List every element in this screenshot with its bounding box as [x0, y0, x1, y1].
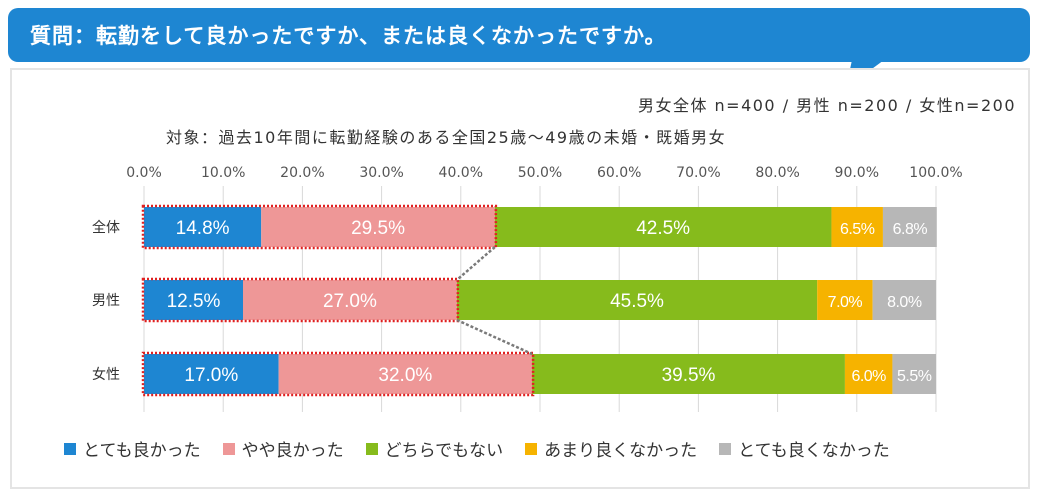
data-label: 7.0% — [828, 294, 863, 311]
legend-item: とても良くなかった — [719, 436, 890, 461]
question-text: 質問：転勤をして良かったですか、または良くなかったですか。 — [30, 24, 667, 48]
bar-segment — [494, 207, 832, 247]
bar-segment — [144, 207, 262, 247]
legend-label: やや良かった — [241, 441, 344, 461]
data-label: 6.0% — [851, 368, 886, 385]
bar-segment — [844, 354, 893, 394]
category-label: 男性 — [92, 293, 120, 309]
legend-swatch — [365, 442, 378, 455]
x-tick-label: 30.0% — [359, 165, 403, 181]
category-label: 全体 — [92, 219, 120, 236]
x-tick-label: 40.0% — [439, 165, 483, 181]
legend-swatch — [719, 442, 732, 455]
bar-segment — [261, 207, 495, 247]
connector-line — [456, 246, 496, 281]
bar-segment — [892, 354, 936, 394]
legend-label: どちらでもない — [384, 441, 504, 461]
chart-legend: とても良かった やや良かった どちらでもない あまり良くなかった とても良くなかった — [64, 436, 890, 461]
highlight-box — [141, 277, 460, 323]
bar-segment — [831, 207, 883, 247]
bar-segment — [882, 207, 937, 247]
x-tick-label: 10.0% — [201, 165, 245, 181]
bar-segment — [243, 280, 457, 320]
legend-item: やや良かった — [222, 436, 344, 461]
legend-swatch — [525, 442, 538, 455]
bar-segment — [144, 280, 243, 320]
data-label: 17.0% — [184, 365, 238, 386]
data-label: 42.5% — [636, 218, 690, 239]
x-tick-label: 100.0% — [909, 165, 962, 181]
data-label: 39.5% — [662, 365, 716, 386]
category-label: 女性 — [92, 366, 120, 383]
legend-swatch — [64, 442, 76, 455]
data-label: 6.5% — [840, 221, 875, 238]
x-tick-label: 60.0% — [597, 165, 641, 181]
data-label: 14.8% — [176, 218, 230, 239]
data-label: 32.0% — [378, 365, 432, 386]
connector-line — [456, 318, 533, 356]
data-label: 6.8% — [893, 221, 928, 238]
data-label: 27.0% — [323, 291, 377, 312]
legend-item: あまり良くなかった — [525, 436, 697, 461]
x-tick-label: 50.0% — [518, 165, 562, 181]
legend-label: とても良かった — [83, 441, 201, 461]
bar-segment — [872, 280, 936, 320]
legend-label: とても良くなかった — [738, 441, 890, 461]
highlight-box — [141, 204, 498, 250]
data-label: 12.5% — [167, 291, 221, 312]
data-label: 45.5% — [610, 291, 664, 312]
x-tick-label: 0.0% — [126, 165, 162, 181]
bar-segment — [817, 280, 873, 320]
bar-segment — [144, 354, 279, 394]
bar-segment — [532, 354, 845, 394]
bar-segment — [456, 280, 818, 320]
x-tick-label: 80.0% — [755, 165, 799, 181]
bar-segment — [278, 354, 533, 394]
sample-size-note: 男女全体 n=400 / 男性 n=200 / 女性n=200 — [637, 96, 1016, 115]
legend-item: どちらでもない — [365, 436, 504, 461]
data-label: 5.5% — [897, 368, 932, 385]
data-label: 8.0% — [887, 294, 922, 311]
legend-swatch — [222, 442, 235, 455]
x-tick-label: 20.0% — [280, 165, 324, 181]
x-tick-label: 90.0% — [835, 165, 879, 181]
data-label: 29.5% — [351, 218, 405, 239]
legend-label: あまり良くなかった — [544, 441, 698, 461]
legend-item: とても良かった — [64, 436, 201, 461]
question-banner: 質問：転勤をして良かったですか、または良くなかったですか。 — [8, 8, 1030, 62]
respondent-subject-note: 対象：過去10年間に転勤経験のある全国25歳〜49歳の未婚・既婚男女 — [166, 128, 727, 147]
x-tick-label: 70.0% — [676, 165, 720, 181]
